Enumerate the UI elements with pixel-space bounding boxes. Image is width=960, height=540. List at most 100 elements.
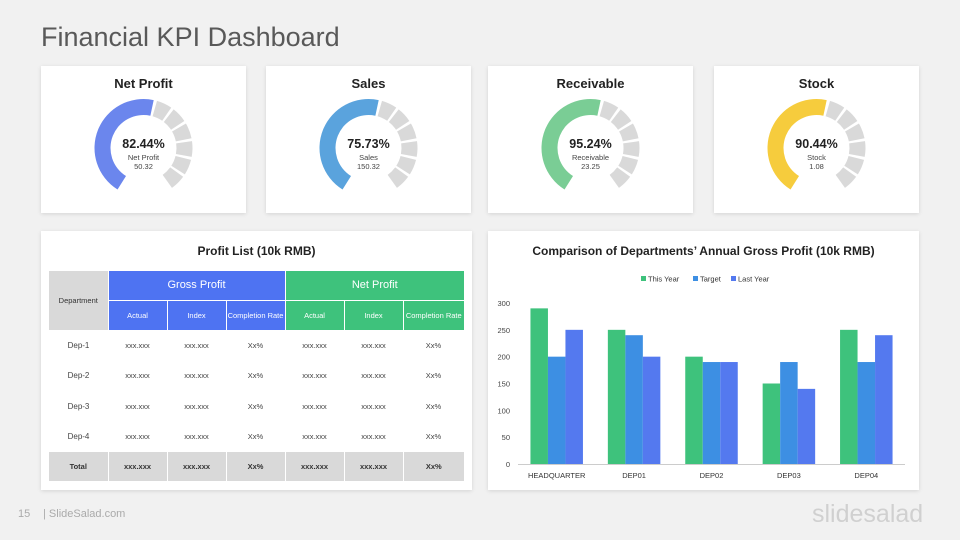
bar [720,362,738,464]
gauge-label: Sales [359,153,378,162]
gauge-track-segment [618,155,639,175]
x-tick-label: DEP02 [700,471,724,480]
bar [607,329,626,464]
net-profit-header: Net Profit [285,271,465,300]
gauge-label: Net Profit [127,153,160,162]
gauge-track-segment [619,123,639,142]
row-dept: Dep-3 [67,401,90,411]
row-dept: Dep-2 [67,371,90,381]
profit-table: Department Gross Profit Net Profit Actua… [49,271,465,481]
profit-list-title: Profit List (10k RMB) [197,244,316,258]
gauge-label: Receivable [571,153,610,162]
table-cell: xxx.xxx [302,340,327,350]
gauge-ring [319,99,418,190]
bar [875,335,893,464]
gauge-fill [94,99,154,190]
table-cell: xxx.xxx [184,340,209,350]
gauge-track-segment [162,167,184,188]
table-row-total: Total xxx.xxx xxx.xxx Xx% xxx.xxx xxx.xx… [49,452,465,481]
gauge-percent: 82.44% [122,137,165,151]
kpi-card-stock: Stock 90.44% Stock 1.08 [714,66,919,213]
bar [547,356,566,464]
page-number: 15 [18,508,31,520]
profit-list-card: Profit List (10k RMB) Department Gross P… [41,231,472,490]
gauge-fill [541,99,601,190]
legend-swatch [641,276,646,281]
bar [840,329,858,464]
table-cell: Xx% [425,371,442,381]
bar [780,362,798,464]
dept-header: Department [49,271,109,330]
table-cell: xxx.xxx [302,371,327,381]
table-cell: xxx.xxx [108,452,168,481]
row-dept: Dep-1 [67,340,90,350]
gauge-ring [541,99,640,190]
gauge-track-segment [377,100,397,121]
sub-header: Completion Rate [403,299,465,330]
bar-chart: 0 50 100 150 200 250 300 HEADQUARTER DEP01 DEP02 D… [497,275,905,480]
table-row: Dep-2 xxx.xxx xxx.xxx Xx% xxx.xxx xxx.xxx Xx% [49,361,464,392]
table-cell: Xx% [247,371,264,381]
gross-profit-header: Gross Profit [108,271,286,300]
x-tick-label: DEP03 [777,471,801,480]
bar [762,383,781,464]
gauge-fill [319,99,379,190]
gauge-track-segment [388,109,410,130]
table-cell: Xx% [425,340,442,350]
table-cell: xxx.xxx [285,452,345,481]
chart-title: Comparison of Departments’ Annual Gross … [532,244,875,258]
bar [530,308,548,464]
total-label: Total [49,452,109,481]
bar [625,335,643,464]
gauge-track-segment [836,109,858,130]
table-cell: xxx.xxx [125,340,150,350]
bar [857,362,876,464]
legend-label: Target [700,275,722,284]
gauge-track-segment [172,123,192,142]
x-tick-label: DEP04 [854,471,878,480]
gauge-track-segment [175,141,193,157]
gauge-track-segment [400,141,418,157]
kpi-title: Net Profit [114,76,173,91]
table-row: Dep-3 xxx.xxx xxx.xxx Xx% xxx.xxx xxx.xxx Xx% [49,391,464,422]
gauge-track-segment [844,155,865,175]
table-cell: xxx.xxx [184,401,209,411]
y-tick-label: 200 [497,353,510,362]
gauge-track-segment [825,100,845,121]
gauge-track-segment [835,167,857,188]
bar [642,356,661,464]
y-tick-label: 50 [502,433,510,442]
kpi-card-receivable: Receivable 95.24% Receivable 23.25 [488,66,693,213]
gauge-percent: 75.73% [347,137,390,151]
y-tick-label: 100 [497,406,510,415]
gauge-percent: 95.24% [569,137,612,151]
table-cell: xxx.xxx [361,340,386,350]
table-cell: Xx% [247,340,264,350]
gauge-track-segment [171,155,192,175]
row-dept: Dep-4 [67,432,90,442]
legend-swatch [693,276,698,281]
table-cell: Xx% [403,452,465,481]
table-row: Dep-1 xxx.xxx xxx.xxx Xx% xxx.xxx xxx.xxx Xx% [49,330,464,361]
kpi-card-sales: Sales 75.73% Sales 150.32 [266,66,471,213]
legend-label: This Year [648,275,680,284]
gauge-track-segment [163,109,185,130]
gauge-track-segment [396,155,417,175]
gauge-track-segment [622,141,640,157]
page-title: Financial KPI Dashboard [41,22,340,52]
table-cell: Xx% [425,432,442,442]
gauge-label: Stock [807,153,826,162]
gauge-track-segment [599,100,619,121]
legend-swatch [731,276,736,281]
table-cell: xxx.xxx [125,432,150,442]
y-tick-label: 250 [497,326,510,335]
kpi-title: Sales [351,76,386,91]
gauge-track-segment [397,123,417,142]
table-cell: xxx.xxx [125,371,150,381]
x-tick-label: DEP01 [622,471,646,480]
legend-label: Last Year [738,275,770,284]
table-cell: Xx% [247,401,264,411]
kpi-card-net-profit: Net Profit 82.44% Net Profit 50.32 [41,66,246,213]
sub-header: Index [167,299,227,330]
table-cell: xxx.xxx [184,371,209,381]
